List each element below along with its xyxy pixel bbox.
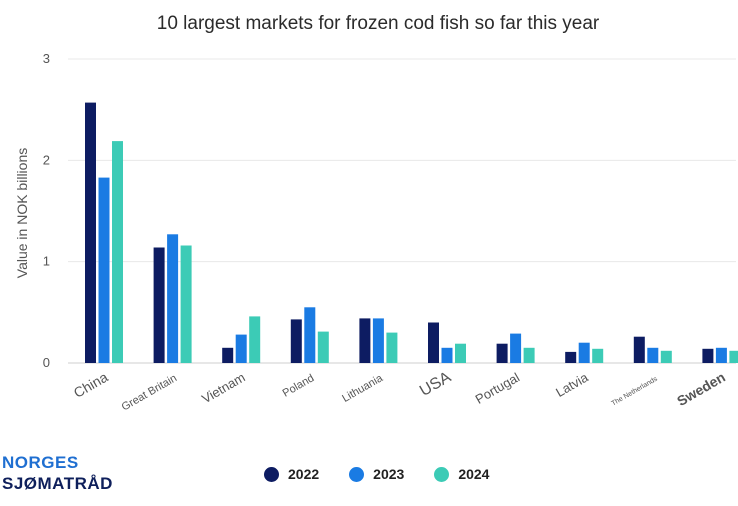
x-tick-label: Portugal [473, 370, 523, 407]
y-tick-label: 0 [43, 355, 50, 370]
logo-line-2: SJØMATRÅD [2, 474, 113, 493]
bar-2022-great-britain[interactable] [153, 247, 165, 364]
x-tick-label: Great Britain [120, 372, 179, 413]
x-tick-label: The Netherlands [610, 375, 659, 407]
chart-title: 10 largest markets for frozen cod fish s… [157, 13, 600, 34]
bar-2023-vietnam[interactable] [235, 334, 247, 363]
bar-2022-latvia[interactable] [565, 351, 577, 363]
bar-2022-usa[interactable] [428, 322, 439, 364]
y-tick-label: 2 [43, 152, 50, 167]
bar-2022-the-netherlands[interactable] [633, 336, 645, 363]
bar-2023-great-britain[interactable] [167, 234, 179, 363]
bars [85, 102, 738, 364]
bar-2022-china[interactable] [85, 102, 96, 363]
bar-2022-lithuania[interactable] [359, 318, 371, 363]
legend: 2022 2023 2024 [264, 466, 489, 482]
x-axis-labels: China Great Britain Vietnam Poland Lithuania… [71, 369, 728, 414]
x-tick-label: USA [417, 369, 454, 400]
x-tick-label: Sweden [674, 369, 728, 409]
bar-2024-sweden[interactable] [729, 350, 738, 363]
bar-2023-lithuania[interactable] [372, 318, 384, 363]
x-tick-label: Vietnam [199, 370, 248, 407]
legend-swatch-2023 [349, 466, 365, 482]
norges-sjomatrad-logo: NORGES SJØMATRÅD [2, 452, 113, 494]
x-tick-label: Lithuania [340, 372, 385, 405]
bar-2022-portugal[interactable] [496, 343, 508, 363]
bar-2024-portugal[interactable] [523, 347, 535, 363]
legend-label-2022: 2022 [288, 466, 320, 482]
bar-2024-usa[interactable] [455, 343, 466, 363]
bar-2024-the-netherlands[interactable] [660, 350, 672, 363]
bar-2022-sweden[interactable] [702, 348, 714, 363]
x-tick-label: China [71, 369, 111, 401]
bar-2022-poland[interactable] [290, 319, 302, 363]
legend-item-2024[interactable]: 2024 [434, 466, 489, 482]
bar-2024-great-britain[interactable] [180, 245, 192, 364]
bar-2024-china[interactable] [112, 141, 123, 363]
bar-2023-usa[interactable] [441, 347, 453, 363]
legend-swatch-2022 [264, 466, 279, 482]
bar-2024-vietnam[interactable] [249, 316, 261, 363]
legend-item-2022[interactable]: 2022 [264, 466, 319, 482]
y-tick-label: 3 [43, 51, 50, 66]
legend-swatch-2024 [434, 466, 450, 482]
y-axis-label: Value in NOK billions [14, 148, 30, 278]
bar-2023-sweden[interactable] [715, 347, 727, 363]
bar-2023-latvia[interactable] [578, 342, 590, 363]
legend-label-2024: 2024 [458, 466, 490, 482]
bar-2024-latvia[interactable] [592, 348, 604, 363]
gridlines [68, 58, 736, 364]
x-tick-label: Poland [281, 372, 317, 400]
legend-item-2023[interactable]: 2023 [349, 466, 404, 482]
bar-2023-the-netherlands[interactable] [647, 347, 659, 363]
bar-2024-lithuania[interactable] [386, 332, 398, 363]
x-tick-label: Latvia [553, 369, 591, 400]
y-axis-ticks: 0 1 2 3 [43, 51, 50, 370]
y-tick-label: 1 [43, 254, 50, 269]
logo-line-1: NORGES [2, 453, 79, 472]
bar-2023-china[interactable] [98, 177, 110, 363]
bar-2024-poland[interactable] [317, 331, 329, 363]
legend-label-2023: 2023 [373, 466, 405, 482]
bar-2022-vietnam[interactable] [222, 347, 234, 363]
bar-2023-portugal[interactable] [510, 333, 522, 363]
bar-2023-poland[interactable] [304, 307, 316, 363]
